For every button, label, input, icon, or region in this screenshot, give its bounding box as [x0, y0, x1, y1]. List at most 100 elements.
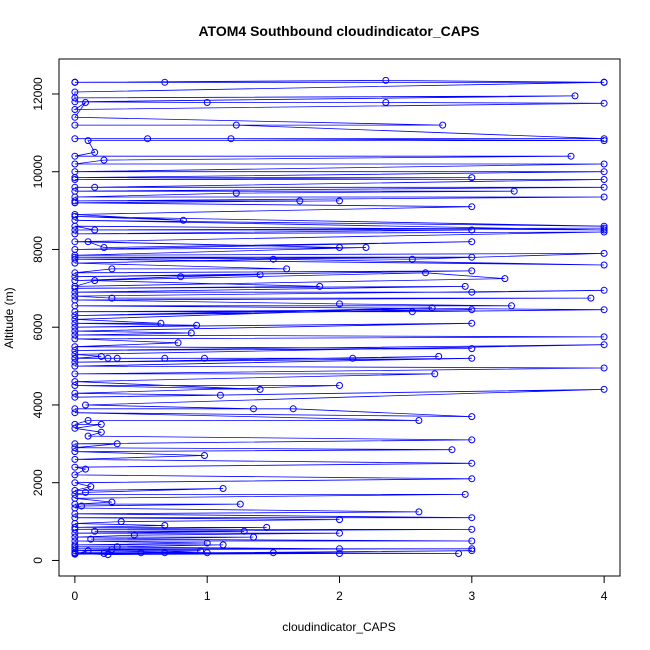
data-point [71, 174, 79, 182]
data-point [600, 99, 608, 107]
data-point [468, 354, 476, 362]
data-point [108, 294, 116, 302]
data-point [336, 300, 343, 308]
plot-layer [71, 76, 608, 559]
data-point [336, 244, 343, 251]
data-point [71, 288, 79, 296]
data-point [600, 135, 608, 143]
y-tick-label: 4000 [31, 391, 45, 418]
data-point [336, 545, 343, 553]
data-point [269, 549, 277, 557]
data-point [91, 183, 99, 191]
data-point [508, 302, 515, 310]
data-point [108, 546, 116, 554]
data-point [71, 487, 79, 494]
data-point [71, 378, 79, 386]
data-point [71, 78, 79, 86]
data-point [240, 527, 248, 535]
x-axis: 0 1 2 3 4 [72, 575, 608, 603]
data-point [600, 193, 608, 201]
data-point [97, 420, 105, 428]
data-point [468, 203, 476, 211]
data-point [468, 288, 476, 296]
data-point [382, 76, 390, 84]
data-point [177, 273, 185, 281]
data-point [161, 78, 169, 86]
chart-title: ATOM4 Southbound cloudindicator_CAPS [198, 23, 479, 39]
data-point [179, 216, 187, 224]
data-point [71, 106, 79, 113]
data-point [71, 479, 79, 487]
data-point [71, 273, 79, 281]
data-point [468, 459, 476, 467]
data-point [316, 282, 324, 290]
data-point [187, 329, 195, 337]
data-point [71, 284, 79, 292]
data-point [71, 255, 79, 263]
data-point [71, 113, 79, 121]
data-point [84, 547, 92, 555]
data-point [336, 197, 343, 205]
data-point [91, 226, 99, 234]
data-point [600, 306, 608, 314]
data-point [71, 199, 79, 207]
data-point [71, 292, 79, 300]
y-tick-label: 12000 [31, 77, 45, 111]
data-point [71, 510, 79, 518]
data-point [468, 525, 476, 533]
data-point [71, 230, 79, 238]
data-point [415, 417, 423, 424]
data-point [600, 333, 608, 341]
data-point [71, 347, 79, 354]
data-point [71, 362, 79, 370]
data-point [468, 545, 476, 553]
data-point [468, 345, 476, 353]
x-tick-label: 4 [601, 589, 608, 603]
data-point [236, 500, 244, 508]
data-point [71, 343, 79, 351]
data-point [71, 490, 79, 498]
data-point [100, 550, 108, 557]
data-point [71, 370, 79, 378]
x-axis-label: cloudindicator_CAPS [282, 620, 395, 634]
data-point [144, 135, 152, 143]
data-point [468, 267, 476, 275]
data-point [71, 389, 79, 397]
data-point [71, 354, 79, 362]
data-point [71, 152, 79, 160]
data-point [71, 269, 79, 277]
data-point [84, 238, 92, 246]
data-point [71, 533, 79, 541]
data-point [439, 121, 447, 129]
data-point [428, 304, 436, 312]
data-point [71, 471, 79, 479]
data-point [468, 174, 476, 182]
data-point [157, 319, 165, 327]
data-point [600, 364, 608, 372]
data-point [71, 238, 79, 246]
data-point [256, 385, 264, 393]
data-point [104, 354, 112, 362]
data-point [71, 197, 79, 205]
data-point [108, 265, 116, 273]
data-point [600, 224, 608, 232]
data-point [71, 183, 79, 191]
data-point [71, 525, 79, 533]
data-point [382, 99, 390, 106]
data-point [71, 259, 79, 267]
data-point [71, 323, 79, 331]
data-point [203, 539, 211, 547]
data-point [71, 448, 79, 456]
data-point [431, 370, 439, 378]
data-point [84, 137, 92, 145]
x-tick-label: 2 [336, 589, 343, 603]
data-point [87, 483, 95, 491]
data-point [296, 197, 304, 205]
data-point [289, 405, 297, 413]
data-point [201, 354, 208, 362]
data-point [71, 547, 79, 555]
data-point [71, 500, 79, 508]
data-point [137, 549, 145, 557]
data-point [113, 354, 121, 362]
data-point [468, 537, 476, 545]
